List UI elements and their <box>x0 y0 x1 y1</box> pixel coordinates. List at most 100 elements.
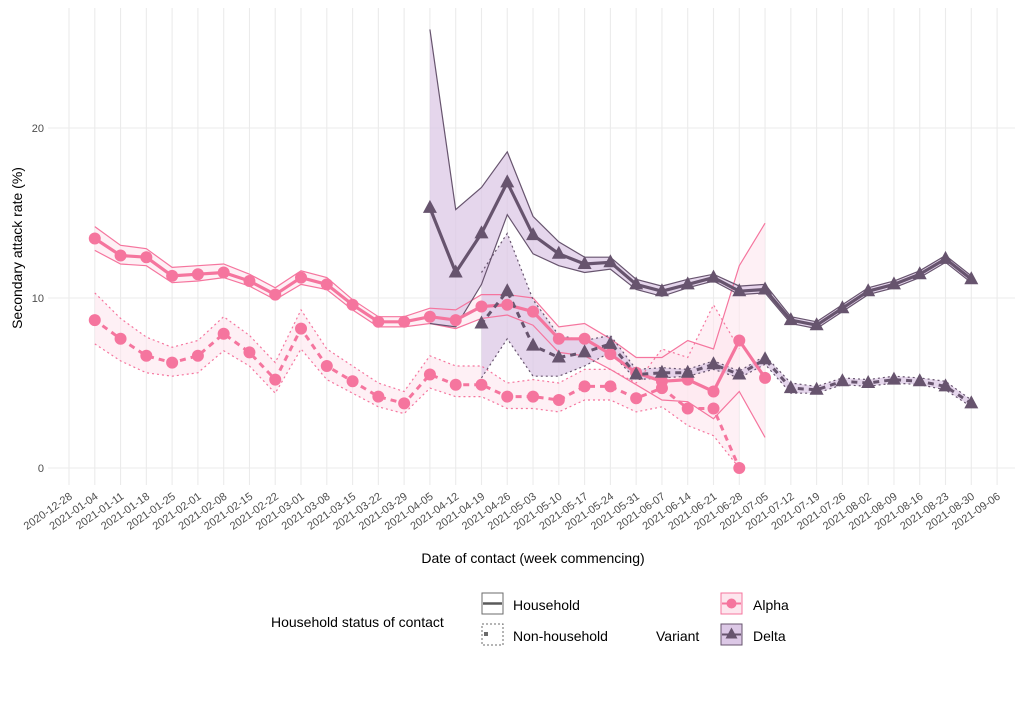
point-delta-non-household <box>526 337 541 351</box>
point-delta-household <box>706 269 721 283</box>
point-alpha-non-household <box>269 373 282 386</box>
point-alpha-non-household <box>501 390 514 403</box>
point-delta-household <box>758 281 773 295</box>
point-delta-non-household <box>603 335 618 349</box>
point-alpha-household <box>114 249 127 262</box>
point-delta-non-household <box>809 381 824 395</box>
point-alpha-non-household <box>655 382 668 395</box>
point-alpha-non-household <box>604 380 617 393</box>
y-tick-labels: 0 10 20 <box>32 123 44 475</box>
point-alpha-non-household <box>398 397 411 410</box>
point-delta-household <box>680 276 695 290</box>
series-points <box>88 174 979 474</box>
point-delta-household <box>526 227 541 241</box>
point-alpha-non-household <box>114 332 127 345</box>
point-delta-household <box>551 245 566 259</box>
point-alpha-non-household <box>191 349 204 362</box>
point-alpha-household <box>552 332 565 345</box>
point-delta-household <box>448 264 463 278</box>
legend: Household status of contact Household No… <box>271 592 789 646</box>
bound-lower-alpha-non-household <box>94 343 740 469</box>
legend-key-non-household <box>481 623 504 646</box>
y-tick-label: 10 <box>32 293 44 305</box>
legend-key-household <box>481 592 504 615</box>
legend-title-variant: Variant <box>656 628 699 644</box>
point-delta-household <box>912 266 927 280</box>
point-alpha-household <box>320 278 333 291</box>
point-delta-non-household <box>835 373 850 387</box>
point-delta-household <box>964 271 979 285</box>
legend-label-alpha: Alpha <box>753 597 789 613</box>
bound-upper-delta-household <box>429 29 972 323</box>
point-delta-non-household <box>938 378 953 392</box>
point-alpha-non-household <box>372 390 385 403</box>
point-alpha-non-household <box>552 394 565 406</box>
point-delta-non-household <box>732 366 747 380</box>
point-alpha-household <box>140 251 153 264</box>
point-delta-household <box>422 199 437 213</box>
point-alpha-non-household <box>423 368 436 381</box>
legend-key-delta <box>720 623 743 646</box>
ribbon-delta-household <box>429 29 972 329</box>
point-alpha-household <box>166 269 179 282</box>
point-alpha-household <box>604 348 617 361</box>
point-alpha-household <box>346 298 359 311</box>
point-delta-household <box>474 225 489 239</box>
point-alpha-non-household <box>449 378 462 391</box>
point-delta-household <box>603 254 618 268</box>
legend-key-alpha <box>720 592 743 615</box>
point-alpha-household <box>269 288 282 301</box>
point-alpha-household <box>449 314 462 327</box>
point-alpha-household <box>501 298 514 311</box>
point-delta-household <box>886 276 901 290</box>
legend-title-household-status: Household status of contact <box>271 614 444 630</box>
point-alpha-non-household <box>707 402 720 415</box>
point-alpha-household <box>295 271 308 284</box>
point-alpha-non-household <box>243 346 256 359</box>
point-delta-non-household <box>861 375 876 388</box>
point-alpha-household <box>372 315 385 328</box>
ribbon-alpha-non-household <box>94 292 740 468</box>
point-alpha-household <box>88 232 101 245</box>
point-delta-non-household <box>680 364 695 378</box>
point-alpha-non-household <box>217 327 230 340</box>
point-delta-non-household <box>886 371 901 385</box>
legend-label-non-household: Non-household <box>513 628 608 644</box>
point-delta-household <box>809 317 824 331</box>
bound-upper-alpha-household <box>94 222 766 359</box>
point-delta-non-household <box>706 356 721 370</box>
point-delta-household <box>835 300 850 314</box>
point-alpha-household <box>191 268 204 281</box>
point-delta-non-household <box>912 373 927 387</box>
point-alpha-household <box>243 275 256 287</box>
point-delta-non-household <box>577 344 592 358</box>
point-alpha-non-household <box>681 402 694 415</box>
point-alpha-household <box>423 310 436 323</box>
legend-label-delta: Delta <box>753 628 786 644</box>
point-alpha-non-household <box>140 349 153 362</box>
point-delta-non-household <box>783 380 798 394</box>
y-tick-label: 20 <box>32 123 44 135</box>
point-alpha-household <box>759 371 772 384</box>
point-delta-household <box>938 250 953 264</box>
point-alpha-household <box>527 305 540 318</box>
point-delta-household <box>577 256 592 269</box>
point-alpha-household <box>217 266 230 279</box>
point-alpha-non-household <box>733 462 746 474</box>
y-axis-title: Secondary attack rate (%) <box>9 167 25 329</box>
point-delta-household <box>629 276 644 290</box>
x-axis-title: Date of contact (week commencing) <box>421 550 644 566</box>
point-delta-non-household <box>758 351 773 365</box>
y-tick-label: 0 <box>38 463 44 475</box>
bound-upper-alpha-non-household <box>94 292 740 393</box>
point-alpha-household <box>578 332 591 345</box>
point-alpha-non-household <box>320 360 333 372</box>
legend-label-household: Household <box>513 597 580 613</box>
line-delta-household <box>428 180 973 327</box>
point-alpha-household <box>475 300 488 313</box>
point-alpha-non-household <box>527 390 540 403</box>
point-delta-non-household <box>474 315 489 329</box>
point-alpha-non-household <box>475 378 488 391</box>
point-alpha-non-household <box>346 375 359 388</box>
